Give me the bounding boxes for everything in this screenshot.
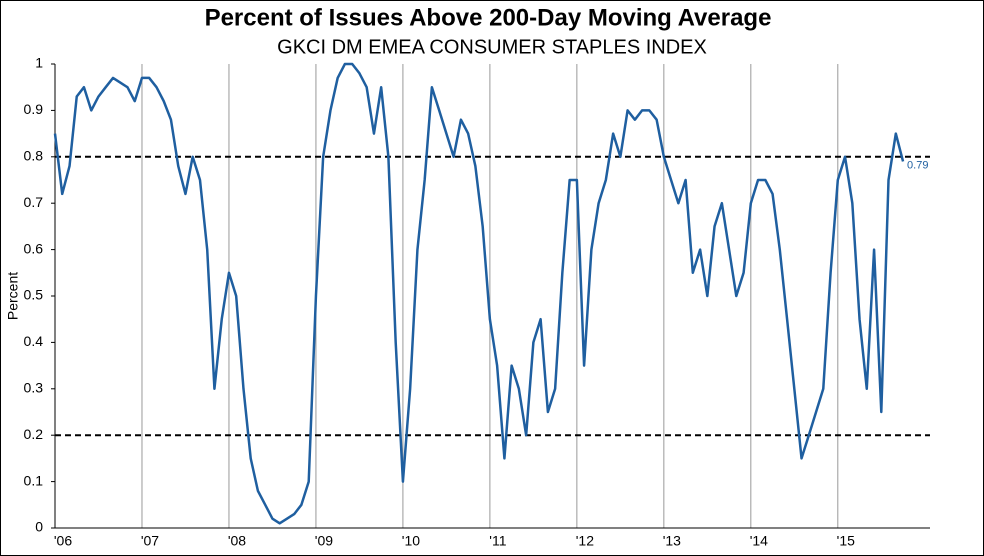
data-line <box>53 62 905 525</box>
chart-subtitle: GKCI DM EMEA CONSUMER STAPLES INDEX <box>277 36 707 58</box>
x-tick-label: '12 <box>576 533 594 549</box>
x-tick-label: '09 <box>315 533 333 549</box>
x-tick-label: '11 <box>489 533 506 549</box>
y-tick-label: 0.3 <box>24 380 44 396</box>
x-tick-label: '07 <box>141 533 159 549</box>
chart-title: Percent of Issues Above 200-Day Moving A… <box>205 4 772 31</box>
x-tick-label: '08 <box>228 533 246 549</box>
y-tick-label: 0.8 <box>24 148 44 164</box>
y-tick-label: 0.5 <box>24 287 44 303</box>
y-tick-label: 0.9 <box>24 101 44 117</box>
y-tick-label: 0.1 <box>24 472 44 488</box>
y-tick-label: 0.7 <box>24 194 44 210</box>
x-tick-label: '15 <box>837 533 855 549</box>
x-tick-label: '06 <box>54 533 72 549</box>
x-tick-label: '13 <box>663 533 681 549</box>
x-tick-label: '14 <box>750 533 768 549</box>
y-tick-label: 1 <box>35 55 43 71</box>
y-tick-label: 0 <box>35 519 43 535</box>
last-value-label: 0.79 <box>907 159 928 171</box>
y-axis-label: Percent <box>5 272 21 320</box>
y-tick-label: 0.2 <box>24 426 44 442</box>
y-tick-label: 0.6 <box>24 240 44 256</box>
y-tick-label: 0.4 <box>24 333 44 349</box>
x-tick-label: '10 <box>402 533 420 549</box>
